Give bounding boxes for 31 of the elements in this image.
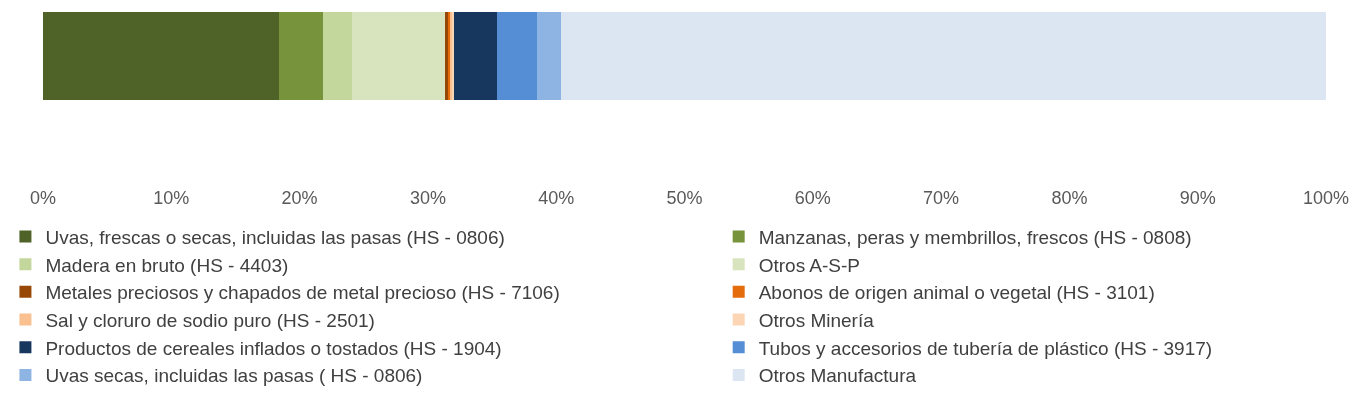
x-tick-label: 10% — [153, 188, 190, 208]
x-tick-label: 100% — [1302, 188, 1350, 208]
x-tick-label: 20% — [281, 188, 318, 208]
legend-label: Otros Manufactura — [758, 365, 917, 387]
bar — [279, 12, 323, 100]
legend-label: Productos de cereales inflados o tostados (HS - 1904) — [45, 337, 502, 359]
bar — [561, 12, 1326, 100]
legend-label: Otros Minería — [758, 309, 875, 331]
legend-label: Uvas secas, incluidas las pasas ( HS - 0806) — [45, 365, 423, 387]
x-tick-label: 80% — [1051, 188, 1088, 208]
x-tick-label: 70% — [923, 188, 960, 208]
legend-label: Metales preciosos y chapados de metal precioso (HS - 7106) — [45, 282, 560, 304]
legend-label: Manzanas, peras y membrillos, frescos (HS - 0808) — [758, 226, 1192, 248]
legend-label: Madera en bruto (HS - 4403) — [45, 254, 289, 276]
legend-label: Otros A-S-P — [758, 254, 861, 276]
x-tick-label: 50% — [666, 188, 703, 208]
bar — [536, 12, 562, 100]
x-tick-label: 90% — [1179, 188, 1216, 208]
legend-label: Abonos de origen animal o vegetal (HS - 3101) — [758, 282, 1155, 304]
x-tick-label: 60% — [794, 188, 831, 208]
bar — [453, 12, 498, 100]
x-tick-label: 40% — [538, 188, 575, 208]
legend-label: Tubos y accesorios de tubería de plástico (HS - 3917) — [758, 337, 1213, 359]
legend-label: Sal y cloruro de sodio puro (HS - 2501) — [45, 309, 375, 331]
x-tick-label: 30% — [409, 188, 446, 208]
x-tick-label: 0% — [29, 188, 57, 208]
bar — [43, 12, 280, 100]
legend-label: Uvas, frescas o secas, incluidas las pasas (HS - 0806) — [45, 226, 505, 248]
bar — [352, 12, 445, 100]
bar — [322, 12, 353, 100]
bar — [497, 12, 537, 100]
